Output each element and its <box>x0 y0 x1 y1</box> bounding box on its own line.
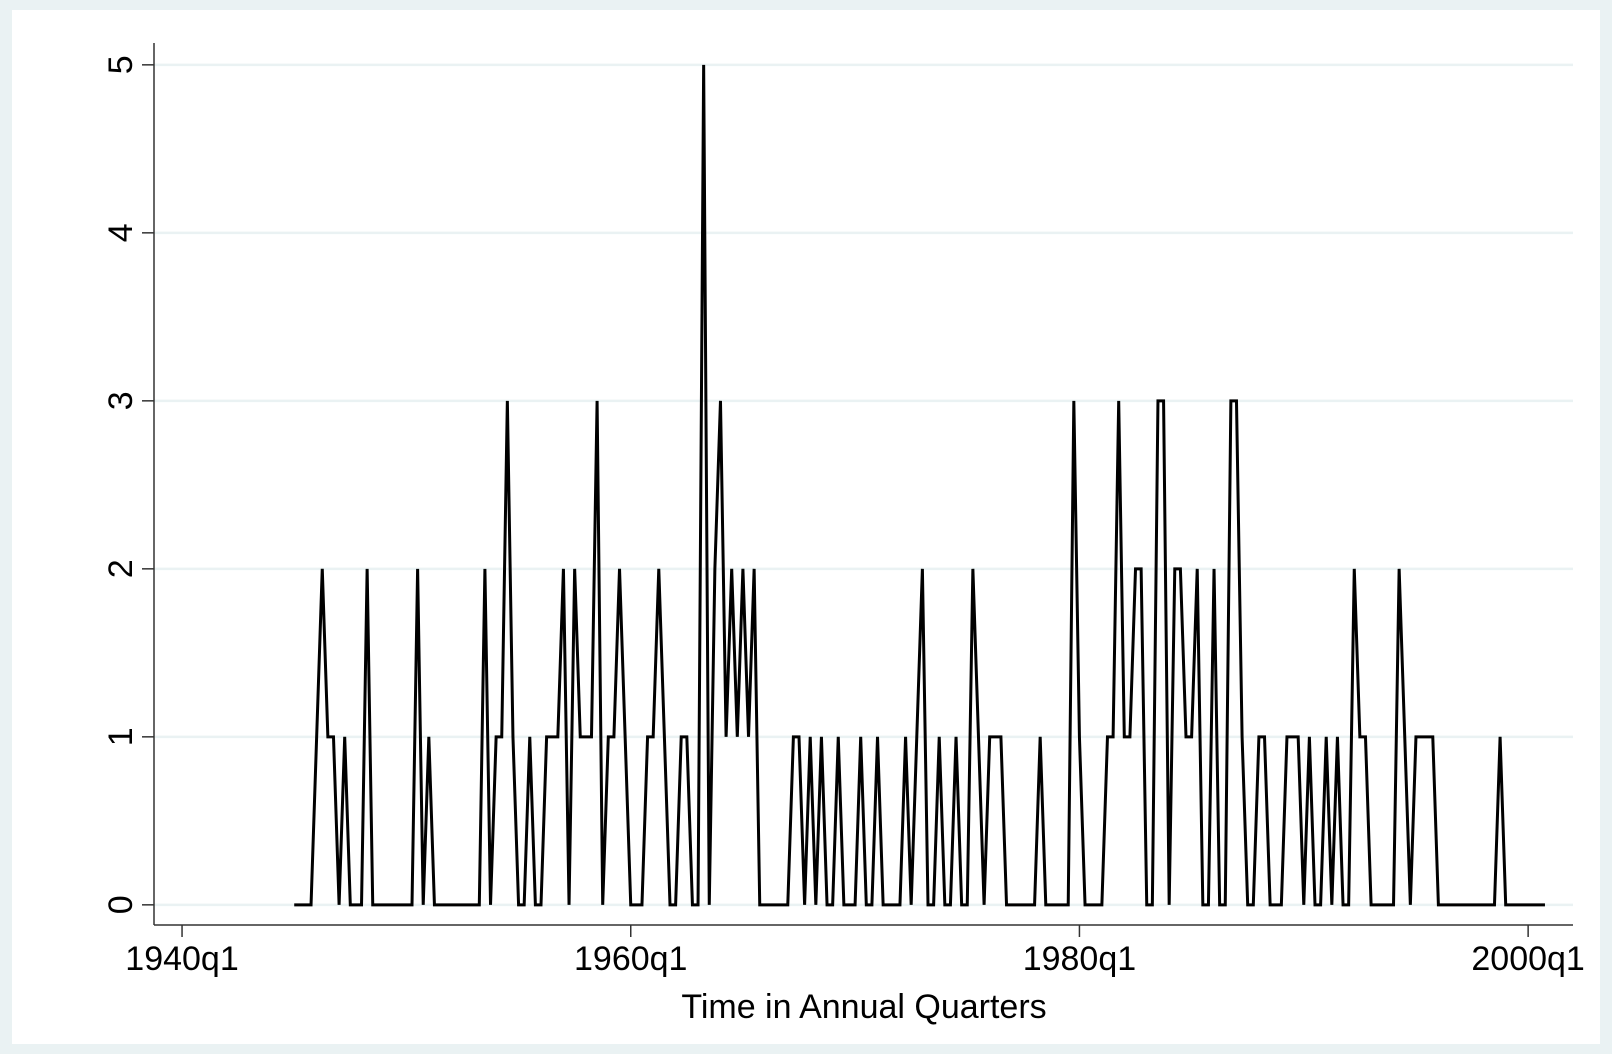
y-tick-label: 4 <box>102 223 140 242</box>
x-tick-label: 1980q1 <box>1023 940 1136 978</box>
series-line <box>294 64 1545 907</box>
y-tick-label: 1 <box>102 727 140 746</box>
y-tick-label: 0 <box>102 895 140 914</box>
y-tick-label: 3 <box>102 391 140 410</box>
x-tick-label: 1960q1 <box>574 940 687 978</box>
x-tick-label: 1940q1 <box>125 940 238 978</box>
y-tick-label: 5 <box>102 55 140 74</box>
x-axis-title: Time in Annual Quarters <box>681 988 1046 1026</box>
x-tick-label: 2000q1 <box>1471 940 1584 978</box>
y-tick-label: 2 <box>102 559 140 578</box>
